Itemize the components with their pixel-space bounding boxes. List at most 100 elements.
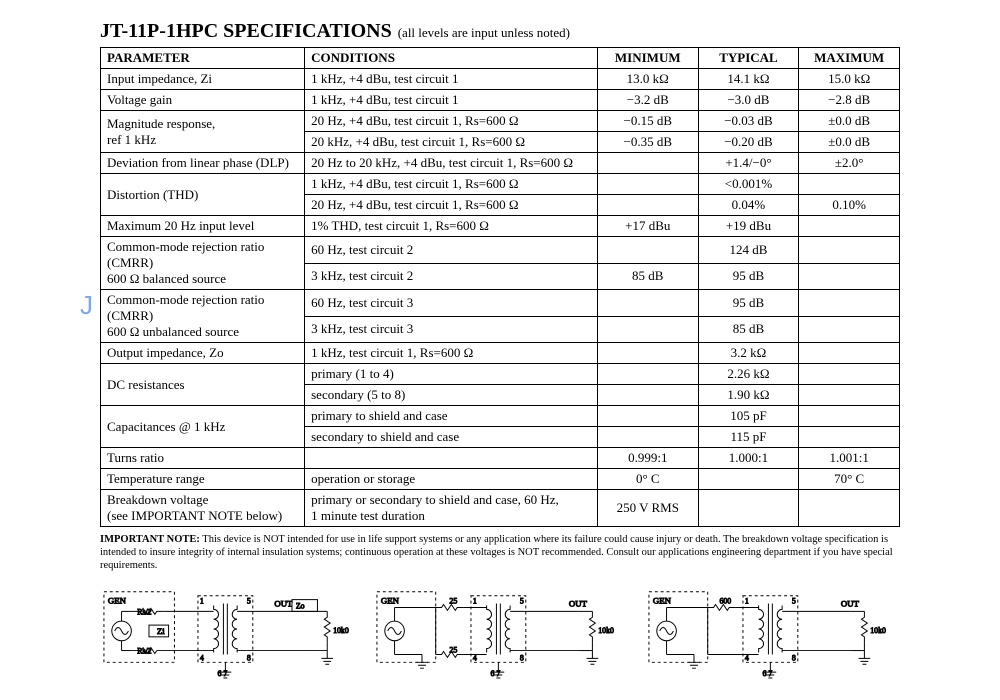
cell-max: 70° C	[799, 469, 900, 490]
table-row: Turns ratio0.999:11.000:11.001:1	[101, 448, 900, 469]
cell-conditions	[305, 448, 598, 469]
svg-text:25: 25	[449, 597, 457, 606]
cell-typ	[698, 490, 799, 527]
cell-typ: 85 dB	[698, 316, 799, 343]
cell-parameter: Breakdown voltage(see IMPORTANT NOTE bel…	[101, 490, 305, 527]
cell-typ: 95 dB	[698, 290, 799, 317]
spec-table: PARAMETER CONDITIONS MINIMUM TYPICAL MAX…	[100, 47, 900, 527]
cell-min	[597, 406, 698, 427]
table-row: Temperature rangeoperation or storage0° …	[101, 469, 900, 490]
table-row: Voltage gain1 kHz, +4 dBu, test circuit …	[101, 90, 900, 111]
cell-min	[597, 364, 698, 385]
svg-text:10k0: 10k0	[871, 626, 887, 635]
svg-text:8: 8	[792, 654, 796, 663]
cell-parameter: DC resistances	[101, 364, 305, 406]
cell-min: 85 dB	[597, 263, 698, 290]
cell-max	[799, 174, 900, 195]
cell-max	[799, 406, 900, 427]
cell-min: −0.35 dB	[597, 132, 698, 153]
cell-conditions: 60 Hz, test circuit 2	[305, 237, 598, 264]
svg-text:6 7: 6 7	[218, 669, 228, 678]
svg-text:OUT: OUT	[569, 599, 588, 609]
cell-conditions: 1 kHz, +4 dBu, test circuit 1	[305, 90, 598, 111]
table-row: DC resistancesprimary (1 to 4)2.26 kΩ	[101, 364, 900, 385]
col-maximum: MAXIMUM	[799, 48, 900, 69]
cell-max	[799, 263, 900, 290]
cell-max	[799, 237, 900, 264]
spec-subtitle: (all levels are input unless noted)	[398, 25, 570, 41]
cell-min	[597, 385, 698, 406]
svg-text:4: 4	[745, 654, 749, 663]
cell-min: 13.0 kΩ	[597, 69, 698, 90]
svg-text:8: 8	[247, 654, 251, 663]
svg-text:GEN: GEN	[653, 596, 672, 606]
table-row: Capacitances @ 1 kHzprimary to shield an…	[101, 406, 900, 427]
cell-max: 15.0 kΩ	[799, 69, 900, 90]
cell-conditions: 3 kHz, test circuit 2	[305, 263, 598, 290]
table-row: Maximum 20 Hz input level1% THD, test ci…	[101, 216, 900, 237]
test-circuit-3: GEN 600 15 48 6 7 OUT 10k0	[645, 582, 900, 680]
cell-conditions: 1% THD, test circuit 1, Rs=600 Ω	[305, 216, 598, 237]
cell-typ: −0.03 dB	[698, 111, 799, 132]
col-conditions: CONDITIONS	[305, 48, 598, 69]
cell-typ: 3.2 kΩ	[698, 343, 799, 364]
cell-min	[597, 427, 698, 448]
svg-text:6 7: 6 7	[490, 669, 500, 678]
svg-text:1: 1	[745, 597, 749, 606]
cell-max	[799, 343, 900, 364]
svg-text:GEN: GEN	[381, 596, 400, 606]
cell-conditions: 20 Hz, +4 dBu, test circuit 1, Rs=600 Ω	[305, 111, 598, 132]
test-circuit-1: GEN Rs/2 Rs/2 Zi 15 48 6 7 OUT Zo 10k0	[100, 582, 355, 680]
cell-min	[597, 237, 698, 264]
cell-typ: 2.26 kΩ	[698, 364, 799, 385]
important-note: IMPORTANT NOTE: This device is NOT inten…	[100, 533, 900, 572]
cell-conditions: 1 kHz, +4 dBu, test circuit 1	[305, 69, 598, 90]
cell-typ: 1.90 kΩ	[698, 385, 799, 406]
cell-max	[799, 216, 900, 237]
cell-min: −0.15 dB	[597, 111, 698, 132]
cell-typ: 124 dB	[698, 237, 799, 264]
cell-min	[597, 195, 698, 216]
cell-max	[799, 427, 900, 448]
table-row: Common-mode rejection ratio (CMRR)600 Ω …	[101, 237, 900, 264]
test-circuit-2: GEN 25 25 15 48 6 7 OUT 10k0	[373, 582, 628, 680]
cell-parameter: Maximum 20 Hz input level	[101, 216, 305, 237]
cell-max: ±2.0°	[799, 153, 900, 174]
svg-text:5: 5	[247, 597, 251, 606]
cell-min	[597, 174, 698, 195]
svg-text:10k0: 10k0	[333, 626, 349, 635]
cell-max	[799, 316, 900, 343]
cell-min: 250 V RMS	[597, 490, 698, 527]
table-row: Breakdown voltage(see IMPORTANT NOTE bel…	[101, 490, 900, 527]
cell-typ: 14.1 kΩ	[698, 69, 799, 90]
cell-typ: <0.001%	[698, 174, 799, 195]
cell-min: +17 dBu	[597, 216, 698, 237]
svg-text:10k0: 10k0	[598, 626, 614, 635]
table-row: Deviation from linear phase (DLP)20 Hz t…	[101, 153, 900, 174]
table-row: Output impedance, Zo1 kHz, test circuit …	[101, 343, 900, 364]
cell-conditions: primary (1 to 4)	[305, 364, 598, 385]
cell-conditions: primary or secondary to shield and case,…	[305, 490, 598, 527]
cell-typ: 95 dB	[698, 263, 799, 290]
col-minimum: MINIMUM	[597, 48, 698, 69]
cell-min: 0.999:1	[597, 448, 698, 469]
cell-min	[597, 290, 698, 317]
cell-conditions: 1 kHz, test circuit 1, Rs=600 Ω	[305, 343, 598, 364]
col-typical: TYPICAL	[698, 48, 799, 69]
cell-max	[799, 364, 900, 385]
svg-text:Zo: Zo	[296, 602, 305, 611]
cell-conditions: operation or storage	[305, 469, 598, 490]
cell-typ: 115 pF	[698, 427, 799, 448]
cell-parameter: Turns ratio	[101, 448, 305, 469]
cell-typ: +19 dBu	[698, 216, 799, 237]
cell-typ: 0.04%	[698, 195, 799, 216]
svg-text:6 7: 6 7	[763, 669, 773, 678]
table-row: Input impedance, Zi1 kHz, +4 dBu, test c…	[101, 69, 900, 90]
cell-conditions: secondary to shield and case	[305, 427, 598, 448]
cell-max	[799, 490, 900, 527]
cell-max: ±0.0 dB	[799, 111, 900, 132]
cell-conditions: 60 Hz, test circuit 3	[305, 290, 598, 317]
svg-text:OUT: OUT	[841, 599, 860, 609]
cell-parameter: Input impedance, Zi	[101, 69, 305, 90]
cell-typ: −3.0 dB	[698, 90, 799, 111]
